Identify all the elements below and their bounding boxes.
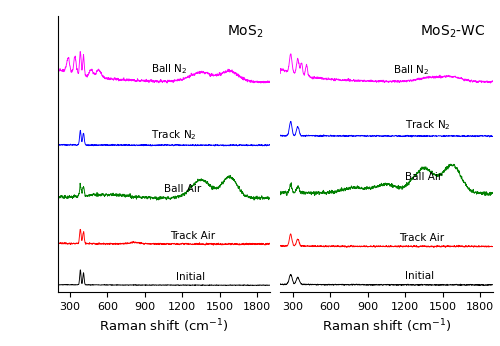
X-axis label: Raman shift (cm$^{-1}$): Raman shift (cm$^{-1}$) bbox=[99, 318, 228, 335]
Text: Initial: Initial bbox=[405, 271, 434, 281]
Text: MoS$_2$-WC: MoS$_2$-WC bbox=[420, 24, 486, 40]
X-axis label: Raman shift (cm$^{-1}$): Raman shift (cm$^{-1}$) bbox=[322, 318, 451, 335]
Text: Track Air: Track Air bbox=[170, 231, 215, 241]
Text: Ball Air: Ball Air bbox=[164, 184, 201, 194]
Text: Ball N$_2$: Ball N$_2$ bbox=[151, 62, 188, 76]
Text: Track N$_2$: Track N$_2$ bbox=[151, 128, 197, 142]
Text: Track N$_2$: Track N$_2$ bbox=[405, 118, 451, 132]
Text: Initial: Initial bbox=[176, 272, 205, 282]
Text: MoS$_2$: MoS$_2$ bbox=[226, 24, 264, 40]
Text: Ball Air: Ball Air bbox=[405, 173, 442, 182]
Text: Ball N$_2$: Ball N$_2$ bbox=[392, 64, 429, 78]
Text: Track Air: Track Air bbox=[399, 233, 444, 243]
